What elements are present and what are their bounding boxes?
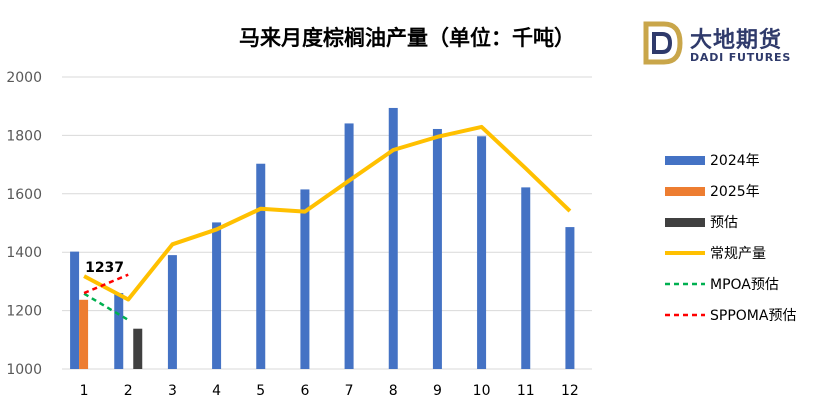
bar-2024	[114, 293, 124, 369]
x-tick-label: 6	[300, 383, 309, 399]
bar-2024	[388, 107, 398, 370]
legend-label: 2024年	[710, 153, 760, 169]
legend-swatch	[665, 187, 705, 196]
y-tick-label: 2000	[6, 70, 42, 86]
x-tick-label: 12	[561, 383, 579, 399]
legend-label: MPOA预估	[710, 277, 779, 293]
bar-2025	[79, 299, 89, 369]
chart-title: 马来月度棕榈油产量（单位：千吨）	[239, 25, 575, 50]
x-tick-label: 11	[517, 383, 535, 399]
bar-estimate	[133, 328, 143, 369]
x-tick-label: 3	[168, 383, 177, 399]
x-tick-label: 4	[212, 383, 221, 399]
y-tick-label: 1000	[6, 362, 42, 378]
bar-2024	[477, 136, 487, 369]
bar-2024	[167, 255, 177, 369]
bar-2024	[256, 163, 266, 369]
line-sppoma-estimate	[83, 273, 129, 295]
legend-label: SPPOMA预估	[710, 308, 796, 324]
legend-swatch	[665, 156, 705, 165]
x-tick-label: 5	[256, 383, 265, 399]
legend-label: 常规产量	[710, 246, 766, 262]
bar-2024	[300, 189, 310, 369]
logo-chinese-text: 大地期货	[690, 28, 783, 53]
bar-2024	[565, 227, 575, 369]
y-tick-label: 1400	[6, 245, 42, 261]
data-label-annotation: 1237	[85, 260, 124, 276]
bar-2024	[212, 222, 222, 369]
legend-swatch	[665, 218, 705, 227]
x-tick-label: 8	[389, 383, 398, 399]
bar-2024	[344, 123, 354, 369]
x-tick-label: 9	[433, 383, 442, 399]
x-tick-label: 7	[345, 383, 354, 399]
brand-logo: 大地期货 DADI FUTURES	[640, 20, 820, 70]
bar-2024	[521, 187, 531, 369]
bar-2024	[70, 251, 80, 369]
y-tick-label: 1200	[6, 304, 42, 320]
legend-label: 2025年	[710, 184, 760, 200]
y-tick-label: 1600	[6, 187, 42, 203]
dadi-logo-icon	[643, 21, 683, 65]
y-tick-label: 1800	[6, 128, 42, 144]
bar-2024	[432, 128, 442, 369]
x-tick-label: 10	[473, 383, 491, 399]
legend-label: 预估	[710, 215, 738, 231]
line-regular-production	[83, 124, 572, 302]
x-tick-label: 2	[124, 383, 133, 399]
logo-english-text: DADI FUTURES	[690, 51, 792, 64]
x-tick-label: 1	[80, 383, 89, 399]
